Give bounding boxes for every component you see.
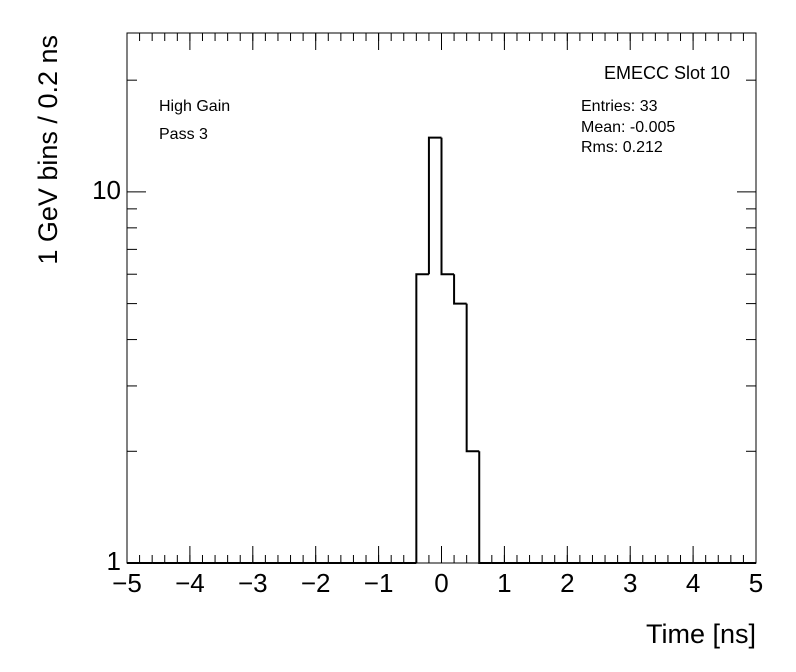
y-tick-label: 1 — [107, 546, 121, 576]
annotation: Pass 3 — [159, 126, 208, 143]
y-tick-label: 10 — [92, 175, 121, 205]
stat-entries: Entries: 33 — [581, 98, 658, 115]
x-tick-label: 2 — [560, 568, 574, 598]
histogram-bin — [453, 274, 467, 305]
x-tick-label: 3 — [623, 568, 637, 598]
chart-title: EMECC Slot 10 — [604, 63, 730, 83]
x-tick-label: −5 — [112, 568, 142, 598]
x-tick-label: −4 — [175, 568, 205, 598]
x-tick-label: 5 — [749, 568, 763, 598]
y-axis-title: 1 GeV bins / 0.2 ns — [33, 35, 63, 265]
x-axis-title: Time [ns] — [646, 619, 756, 649]
stat-mean: Mean: -0.005 — [581, 119, 675, 136]
histogram-bin — [440, 137, 455, 276]
x-tick-label: −1 — [364, 568, 394, 598]
annotation: High Gain — [159, 98, 230, 115]
histogram-bin — [465, 303, 480, 453]
x-tick-label: 4 — [686, 568, 700, 598]
stat-rms: Rms: 0.212 — [581, 139, 663, 156]
histogram-bin — [415, 273, 429, 563]
x-tick-label: 0 — [434, 568, 448, 598]
x-tick-label: −3 — [238, 568, 268, 598]
histogram-bin — [427, 136, 442, 275]
x-tick-label: 1 — [497, 568, 511, 598]
x-tick-label: −2 — [301, 568, 331, 598]
histogram-bin — [478, 451, 492, 564]
